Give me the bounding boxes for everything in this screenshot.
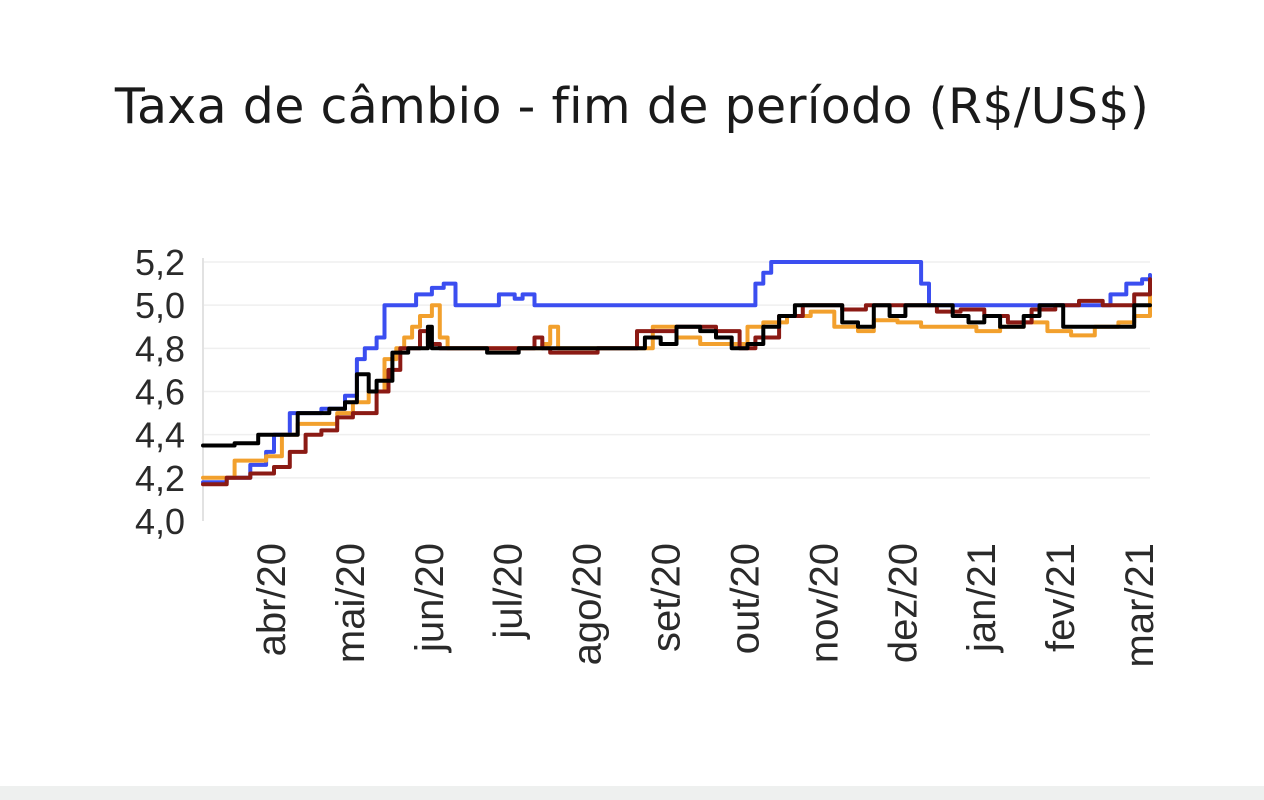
y-tick-label: 4,0 (135, 501, 185, 542)
series-lines (201, 260, 1152, 487)
y-tick-labels: 4,04,24,44,64,85,05,2 (135, 242, 185, 542)
x-tick-label: dez/20 (881, 543, 925, 663)
x-tick-label: ago/20 (566, 543, 610, 665)
x-tick-label: jun/20 (408, 543, 452, 653)
y-tick-label: 4,4 (135, 415, 185, 456)
x-tick-labels: abr/20 mai/20 jun/20 jul/20 ago/20 set/20 out/… (250, 543, 1162, 668)
y-tick-label: 5,2 (135, 242, 185, 283)
x-tick-label: fev/21 (1039, 543, 1083, 652)
y-tick-label: 4,8 (135, 328, 185, 369)
y-tick-label: 4,6 (135, 372, 185, 413)
bottom-strip (0, 786, 1264, 800)
x-tick-label: jul/20 (487, 543, 531, 640)
x-tick-label: jan/21 (960, 543, 1004, 653)
chart-title: Taxa de câmbio - fim de período (R$/US$) (114, 78, 1150, 135)
x-tick-label: mar/21 (1118, 543, 1162, 668)
x-tick-label: nov/20 (802, 543, 846, 663)
series-line-4 (201, 303, 1152, 448)
x-tick-label: mai/20 (329, 543, 373, 663)
x-tick-label: set/20 (645, 543, 689, 652)
series-line-3 (201, 277, 1152, 487)
series-line-1 (201, 260, 1152, 485)
x-tick-label: out/20 (723, 543, 767, 654)
gridlines (203, 261, 1150, 479)
y-tick-label: 5,0 (135, 285, 185, 326)
y-tick-label: 4,2 (135, 458, 185, 499)
x-tick-label: abr/20 (250, 543, 294, 656)
